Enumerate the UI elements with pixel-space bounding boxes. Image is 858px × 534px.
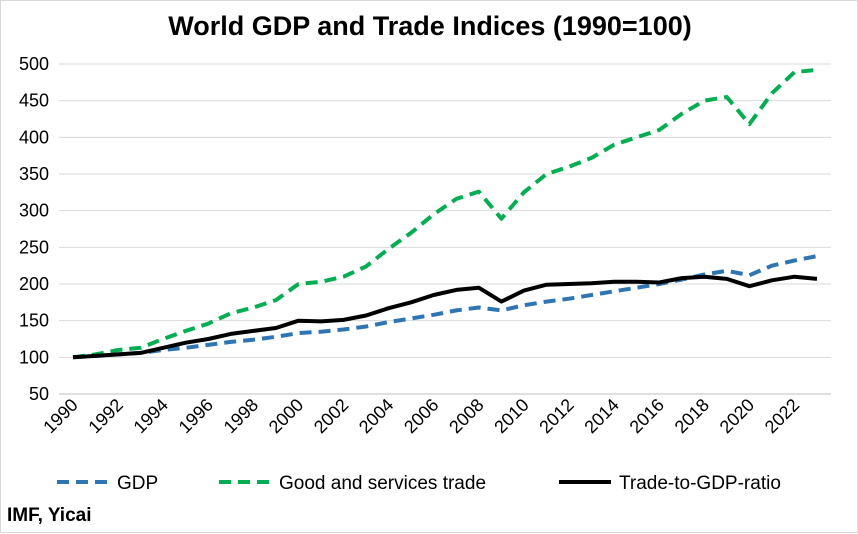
legend-label-0: GDP <box>117 473 158 494</box>
x-tick-label: 1996 <box>175 395 217 437</box>
x-tick-label: 2008 <box>445 395 487 437</box>
x-tick-label: 1994 <box>130 395 172 437</box>
y-tick-label: 300 <box>19 201 49 221</box>
x-tick-label: 2018 <box>671 395 713 437</box>
x-tick-label: 2014 <box>580 395 622 437</box>
y-tick-label: 500 <box>19 54 49 74</box>
x-tick-label: 2002 <box>310 395 352 437</box>
source-note: IMF, Yicai <box>7 505 92 526</box>
legend-label-2: Trade-to-GDP-ratio <box>619 473 781 494</box>
y-tick-label: 400 <box>19 127 49 147</box>
chart-title: World GDP and Trade Indices (1990=100) <box>168 11 692 41</box>
x-tick-label: 1992 <box>84 395 126 437</box>
x-tick-label: 2020 <box>716 395 758 437</box>
x-tick-label: 2004 <box>355 395 397 437</box>
y-tick-label: 450 <box>19 91 49 111</box>
x-tick-label: 1998 <box>220 395 262 437</box>
series-line-1 <box>72 67 818 360</box>
y-tick-label: 250 <box>19 237 49 257</box>
y-tick-label: 50 <box>29 384 49 404</box>
x-tick-label: 2022 <box>761 395 803 437</box>
y-tick-label: 100 <box>19 347 49 367</box>
y-tick-label: 200 <box>19 274 49 294</box>
x-tick-label: 2006 <box>400 395 442 437</box>
series-line-2 <box>72 274 818 360</box>
x-tick-label: 2016 <box>626 395 668 437</box>
y-tick-label: 350 <box>19 164 49 184</box>
y-tick-label: 150 <box>19 311 49 331</box>
x-tick-label: 2012 <box>535 395 577 437</box>
legend-label-1: Good and services trade <box>279 473 486 494</box>
x-tick-label: 2000 <box>265 395 307 437</box>
series-line-0 <box>72 254 818 360</box>
x-tick-label: 2010 <box>490 395 532 437</box>
